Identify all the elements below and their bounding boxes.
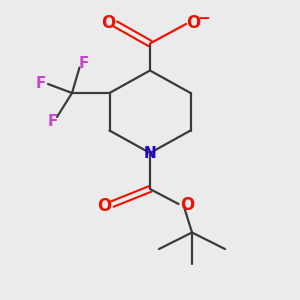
Text: F: F [79, 56, 89, 70]
Text: F: F [47, 114, 58, 129]
Text: O: O [97, 197, 111, 215]
Text: O: O [186, 14, 201, 32]
Text: O: O [180, 196, 195, 214]
Text: N: N [144, 146, 156, 160]
Text: −: − [198, 11, 210, 26]
Text: F: F [35, 76, 46, 92]
Text: O: O [101, 14, 115, 32]
